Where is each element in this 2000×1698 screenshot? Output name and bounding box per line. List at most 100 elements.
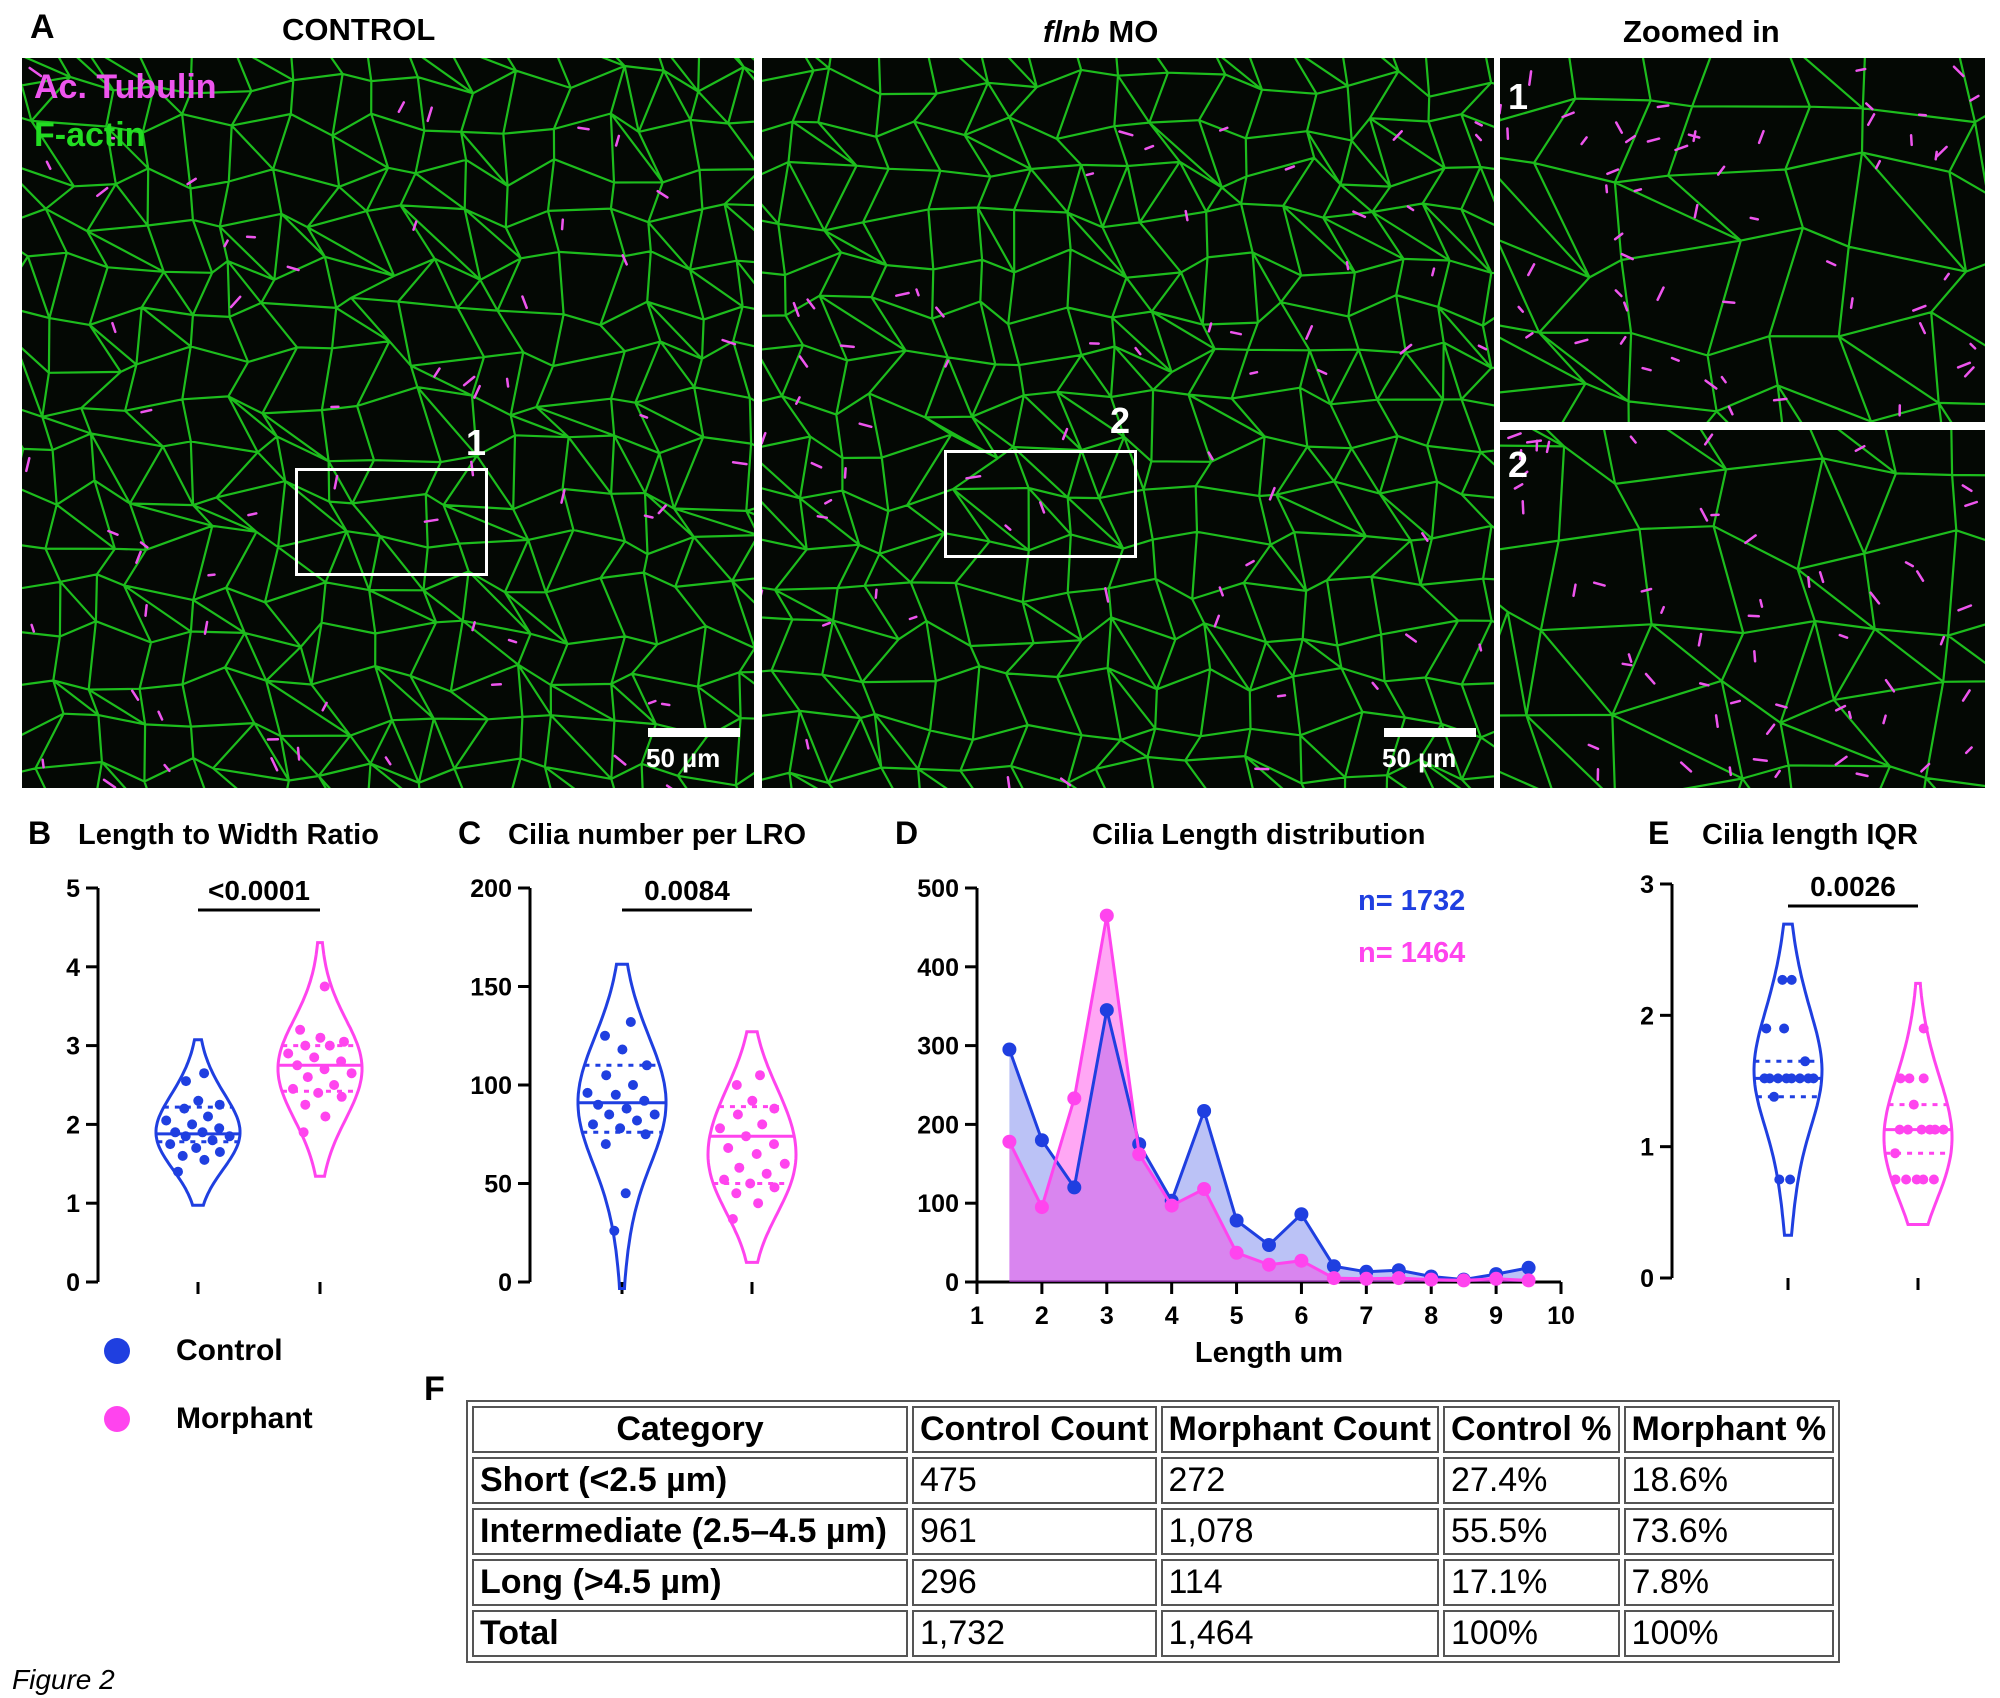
data-point — [753, 1198, 764, 1209]
cell-network — [1500, 430, 1985, 788]
data-point — [649, 1109, 660, 1120]
data-point — [313, 1087, 324, 1098]
data-point — [1294, 1207, 1309, 1222]
table-cell: Total — [472, 1610, 908, 1657]
data-point — [177, 1150, 188, 1161]
y-tick-label: 2 — [1640, 1002, 1654, 1030]
data-point — [214, 1123, 225, 1134]
data-point — [339, 1036, 349, 1047]
data-point — [741, 1131, 751, 1142]
panel-label-b: B — [28, 815, 51, 851]
y-tick-label: 3 — [1640, 871, 1654, 899]
data-point — [1800, 1056, 1811, 1067]
data-point — [600, 1030, 610, 1041]
data-point — [319, 1064, 330, 1075]
zoom-micrograph-2 — [1500, 430, 1985, 788]
data-point — [1911, 1174, 1922, 1185]
table-cell: 1,464 — [1160, 1610, 1439, 1657]
data-point — [197, 1127, 208, 1138]
violin-morphant — [706, 1030, 798, 1264]
data-point — [309, 1052, 320, 1063]
data-point — [755, 1070, 765, 1081]
scale-text-morphant: 50 µm — [1382, 743, 1457, 773]
y-tick-label: 1 — [1640, 1134, 1654, 1162]
data-point — [1424, 1272, 1439, 1287]
legend-morphant-dot — [104, 1406, 130, 1432]
data-point — [1132, 1147, 1147, 1162]
data-point — [336, 1056, 347, 1067]
data-point — [719, 1174, 730, 1185]
significance-value: <0.0001 — [208, 875, 310, 906]
data-point — [1521, 1260, 1536, 1275]
roi-box-2 — [944, 450, 1137, 558]
zoom-label-2: 2 — [1508, 444, 1529, 485]
data-point — [1895, 1073, 1906, 1084]
table-row: Total 1,732 1,464 100% 100% — [472, 1610, 1835, 1657]
table-row: Long (>4.5 µm) 296 114 17.1% 7.8% — [472, 1559, 1835, 1606]
data-point — [620, 1188, 631, 1199]
data-point — [601, 1070, 612, 1081]
channel-label-actin: F-actin — [34, 116, 146, 154]
category-table: Category Control Count Morphant Count Contr… — [466, 1400, 1841, 1663]
data-point — [1777, 974, 1788, 985]
data-point — [1034, 1133, 1049, 1148]
data-point — [191, 1143, 202, 1153]
data-point — [161, 1115, 172, 1126]
data-point — [170, 1127, 181, 1138]
panel-label-d: D — [895, 815, 918, 851]
y-tick-label: 5 — [66, 875, 80, 903]
y-tick-label: 3 — [66, 1033, 80, 1061]
data-point — [1197, 1104, 1212, 1118]
data-point — [283, 1048, 294, 1059]
morphant-title: flnb MO — [1043, 14, 1158, 50]
data-point — [731, 1080, 742, 1090]
area-morphant — [1009, 915, 1529, 1282]
table-cell: Long (>4.5 µm) — [472, 1559, 908, 1606]
data-point — [1786, 1073, 1797, 1084]
data-point — [588, 1119, 598, 1130]
data-point — [193, 1095, 204, 1106]
panel-label-f: F — [424, 1370, 445, 1408]
data-point — [1067, 1091, 1082, 1106]
y-tick-label: 500 — [917, 875, 959, 903]
data-point — [1456, 1273, 1471, 1288]
data-point — [617, 1044, 628, 1055]
n-annotation-control: n= 1732 — [1358, 885, 1465, 917]
data-point — [1761, 1023, 1772, 1034]
data-point — [302, 1072, 313, 1083]
y-tick-label: 200 — [917, 1111, 959, 1139]
table-cell: 73.6% — [1623, 1508, 1835, 1555]
x-tick-label: 1 — [970, 1302, 984, 1330]
y-tick-label: 50 — [484, 1171, 512, 1199]
significance-value: 0.0026 — [1810, 871, 1896, 902]
figure-caption: Figure 2 — [12, 1664, 115, 1695]
data-point — [751, 1149, 762, 1159]
actin-membranes — [1500, 430, 1985, 788]
x-tick-label: 8 — [1424, 1302, 1438, 1330]
data-point — [288, 1083, 298, 1094]
x-tick-label: 6 — [1294, 1302, 1308, 1330]
data-point — [292, 1060, 303, 1071]
data-point — [329, 1080, 340, 1090]
scale-text-control: 50 µm — [646, 743, 721, 773]
y-tick-label: 4 — [66, 954, 80, 982]
data-point — [1489, 1271, 1504, 1286]
data-point — [731, 1188, 742, 1199]
cell-network — [762, 58, 1494, 788]
gene-name: flnb — [1043, 14, 1100, 49]
data-point — [1890, 1174, 1901, 1185]
panel-label-e: E — [1648, 815, 1669, 851]
data-point — [628, 1080, 638, 1090]
table-cell: Short (<2.5 µm) — [472, 1457, 908, 1504]
data-point — [300, 1040, 311, 1051]
data-point — [1002, 1042, 1017, 1057]
data-point — [181, 1076, 191, 1087]
x-tick-label: 10 — [1547, 1302, 1575, 1330]
chart-title-c: Cilia number per LRO — [508, 819, 806, 851]
x-tick-label: 2 — [1035, 1302, 1049, 1330]
data-point — [632, 1115, 642, 1126]
data-point — [1002, 1134, 1017, 1149]
violin-morphant — [1882, 981, 1954, 1226]
data-point — [732, 1109, 743, 1120]
data-point — [1918, 1023, 1929, 1034]
